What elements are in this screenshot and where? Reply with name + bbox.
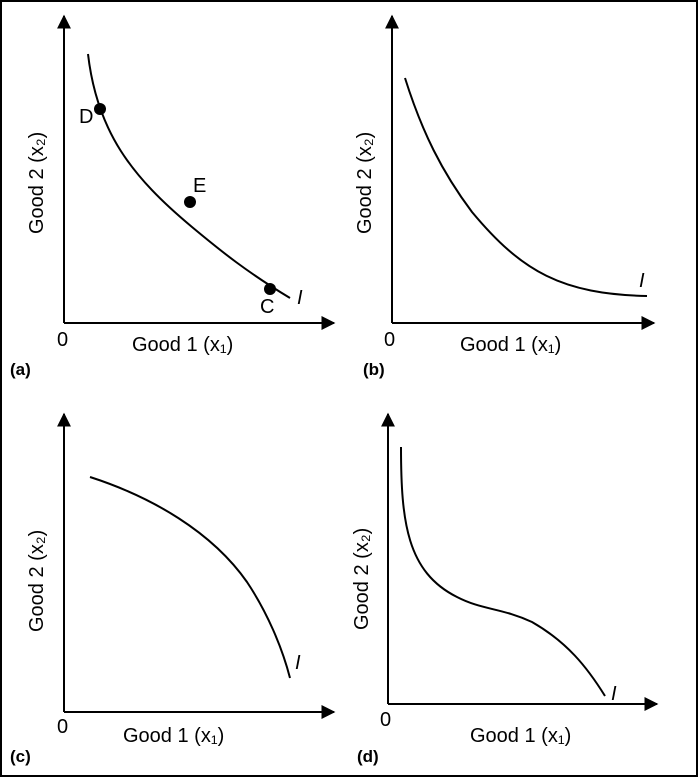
x-axis-label-b: Good 1 (x₁): [460, 334, 561, 356]
panel-label-b: (b): [363, 360, 385, 379]
curve-label-b: I: [639, 270, 645, 292]
y-axis-label-c: Good 2 (x₂): [26, 530, 48, 632]
y-axis-label-d: Good 2 (x₂): [351, 528, 373, 630]
point-d: [94, 103, 106, 115]
y-axis-label-a: Good 2 (x₂): [26, 132, 48, 234]
panel-label-a: (a): [10, 360, 31, 379]
panel-label-c: (c): [10, 747, 31, 766]
point-d-label: D: [79, 106, 93, 128]
point-c-label: C: [260, 296, 274, 318]
curve-label-a: I: [297, 287, 303, 309]
panel-d: I 0 Good 1 (x₁) Good 2 (x₂) (d): [351, 412, 659, 766]
y-axis-label-b: Good 2 (x₂): [354, 132, 376, 234]
panel-a: D E C I 0 Good 1 (x₁) Good 2 (x₂) (a): [10, 14, 336, 379]
point-e-label: E: [193, 175, 206, 197]
origin-label-a: 0: [57, 329, 68, 351]
curve-label-d: I: [611, 683, 617, 705]
x-axis-label-c: Good 1 (x₁): [123, 725, 224, 747]
indifference-curve-c: [89, 476, 291, 679]
x-axis-label-d: Good 1 (x₁): [470, 725, 571, 747]
point-e: [184, 196, 196, 208]
panel-b: I 0 Good 1 (x₁) Good 2 (x₂) (b): [354, 14, 656, 379]
origin-label-b: 0: [384, 329, 395, 351]
x-axis-label-a: Good 1 (x₁): [132, 334, 233, 356]
indifference-curve-a: [87, 53, 291, 299]
panel-c: I 0 Good 1 (x₁) Good 2 (x₂) (c): [10, 412, 336, 766]
indifference-curve-d: [400, 446, 606, 697]
point-c: [264, 283, 276, 295]
indifference-curve-b: [404, 77, 648, 297]
origin-label-d: 0: [380, 709, 391, 731]
origin-label-c: 0: [57, 716, 68, 738]
panel-label-d: (d): [357, 747, 379, 766]
curve-label-c: I: [295, 652, 301, 674]
